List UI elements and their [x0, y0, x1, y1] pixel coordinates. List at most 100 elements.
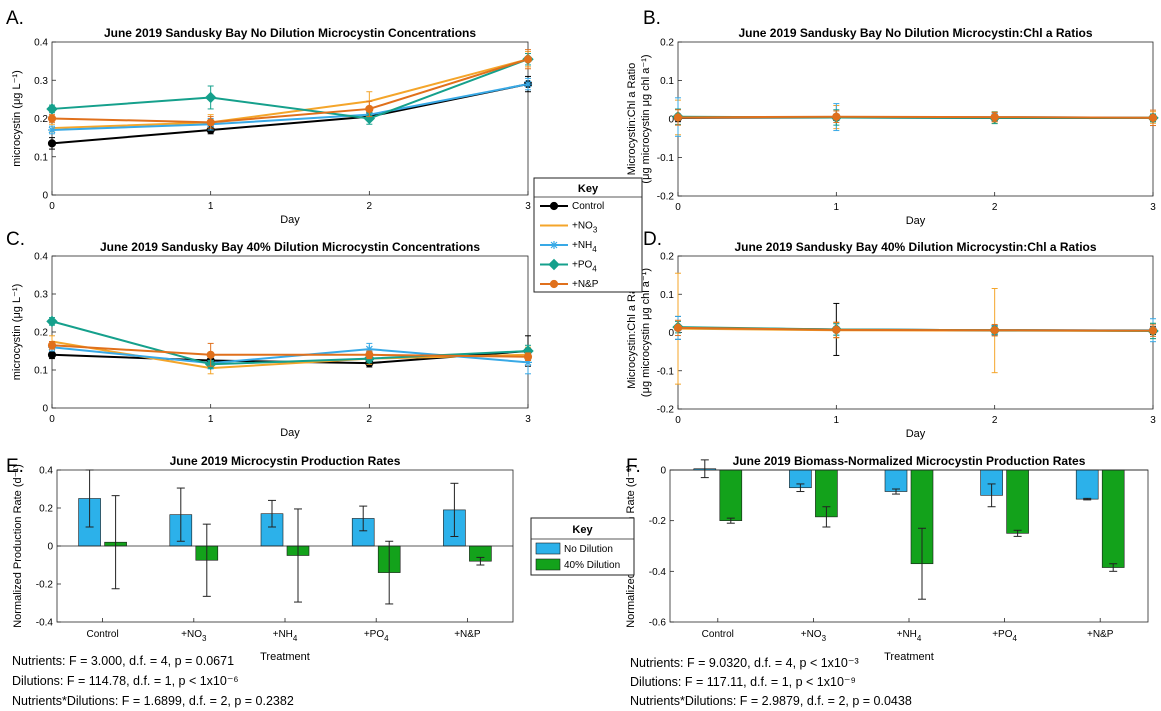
y-axis-label-units: (μg microcystin μg chl a⁻¹)	[640, 268, 652, 397]
x-tick-label: 3	[525, 414, 531, 425]
data-point	[47, 114, 57, 123]
x-tick-label: +PO4	[992, 629, 1017, 643]
legend-label: No Dilution	[564, 544, 613, 555]
y-axis-label: Microcystin:Chl a Ratio	[626, 63, 638, 175]
y-tick-label: 0.3	[34, 76, 48, 87]
y-tick-label: 0.2	[34, 328, 48, 339]
legend-label: Control	[572, 201, 604, 212]
data-point	[363, 112, 376, 125]
y-tick-label: -0.2	[649, 516, 667, 527]
x-tick-label: +NO3	[801, 629, 827, 643]
y-tick-label: 0.1	[34, 366, 48, 377]
data-point	[365, 350, 374, 359]
data-point	[1148, 113, 1158, 122]
series-line	[51, 58, 529, 130]
anova-stat-f: Nutrients: F = 9.0320, d.f. = 4, p < 1x1…	[630, 656, 859, 670]
chart-title: June 2019 Biomass-Normalized Microcystin…	[733, 454, 1086, 468]
y-axis-label: Microcystin:Chl a Ratio	[626, 276, 638, 388]
chart-title: June 2019 Sandusky Bay 40% Dilution Micr…	[734, 240, 1096, 254]
data-point	[206, 118, 215, 127]
panel-letter: E.	[6, 456, 24, 477]
bar	[1006, 469, 1029, 534]
x-tick-label: 1	[834, 415, 840, 426]
data-point	[990, 112, 999, 122]
y-tick-label: 0.2	[660, 38, 674, 49]
y-tick-label: 0	[668, 115, 674, 126]
chart-title: June 2019 Microcystin Production Rates	[170, 454, 401, 468]
x-tick-label: 2	[992, 415, 998, 426]
legend-marker	[549, 279, 559, 289]
x-tick-label: +N&P	[454, 629, 481, 640]
y-tick-label: 0.4	[34, 38, 48, 49]
legend-title: Key	[578, 183, 599, 195]
data-point	[524, 80, 532, 89]
y-tick-label: 0.3	[34, 290, 48, 301]
y-tick-label: -0.2	[36, 580, 54, 591]
legend-swatch	[535, 558, 561, 571]
x-axis-label: Day	[280, 427, 300, 439]
legend-box	[533, 177, 643, 293]
data-point	[990, 326, 999, 335]
y-axis-label-units: (μg microcystin μg chl a⁻¹)	[640, 54, 652, 183]
legend-label: +PO4	[572, 260, 597, 274]
x-tick-label: 3	[1150, 202, 1156, 213]
data-point	[524, 358, 532, 367]
legend-label: +N&P	[572, 279, 599, 290]
plot-area-frame	[677, 255, 1154, 410]
x-axis-label: Day	[906, 215, 926, 227]
y-tick-label: 0.4	[34, 252, 48, 263]
panel-letter: A.	[6, 8, 24, 29]
data-point	[365, 104, 374, 114]
x-tick-label: +NH4	[897, 629, 922, 643]
chart-title: June 2019 Sandusky Bay 40% Dilution Micr…	[100, 240, 480, 254]
anova-stat-f: Nutrients*Dilutions: F = 2.9879, d.f. = …	[630, 694, 912, 708]
data-point	[47, 139, 57, 148]
data-point	[46, 103, 58, 115]
y-tick-label: 0.1	[34, 152, 48, 163]
bar	[884, 469, 908, 492]
legend-marker	[549, 201, 559, 211]
x-tick-label: +NH4	[273, 629, 298, 643]
x-tick-label: 0	[675, 202, 681, 213]
x-axis-label: Day	[280, 214, 300, 226]
data-point	[1148, 326, 1158, 335]
legend-marker	[550, 241, 558, 249]
legend-marker	[548, 258, 560, 271]
y-tick-label: 0	[42, 191, 48, 202]
y-tick-label: 0.4	[39, 466, 53, 477]
series-line	[51, 83, 529, 131]
legend-swatch	[535, 542, 561, 555]
x-tick-label: +PO4	[364, 629, 389, 643]
data-point	[673, 113, 683, 122]
y-tick-label: 0	[668, 328, 674, 339]
panel-letter: F.	[626, 456, 641, 477]
x-axis-label: Day	[906, 428, 926, 440]
y-tick-label: 0.2	[34, 114, 48, 125]
data-point	[204, 91, 217, 104]
legend-label: +NO3	[572, 221, 598, 235]
data-point	[832, 325, 841, 334]
plot-area-frame	[677, 41, 1154, 197]
data-point	[832, 112, 841, 121]
x-tick-label: 2	[992, 202, 998, 213]
anova-stat-e: Nutrients: F = 3.000, d.f. = 4, p = 0.06…	[12, 654, 234, 668]
x-tick-label: 3	[525, 201, 531, 212]
y-tick-label: -0.4	[36, 618, 54, 629]
x-tick-label: +NO3	[181, 629, 207, 643]
series-line	[51, 58, 529, 120]
anova-stat-f: Dilutions: F = 117.11, d.f. = 1, p < 1x1…	[630, 675, 856, 689]
y-tick-label: 0.1	[660, 76, 674, 87]
y-tick-label: 0.2	[39, 504, 53, 515]
x-axis-label: Treatment	[260, 651, 310, 663]
x-tick-label: 0	[49, 414, 55, 425]
y-axis-label: Normalized Production Rate (d⁻¹)	[12, 464, 24, 628]
data-point	[46, 315, 58, 328]
x-tick-label: 1	[834, 202, 840, 213]
x-tick-label: 2	[367, 414, 373, 425]
plot-area-frame	[51, 255, 529, 409]
bar	[1101, 469, 1125, 568]
data-point	[206, 350, 215, 359]
legend-label: 40% Dilution	[564, 560, 620, 571]
y-tick-label: 0.2	[660, 252, 674, 263]
